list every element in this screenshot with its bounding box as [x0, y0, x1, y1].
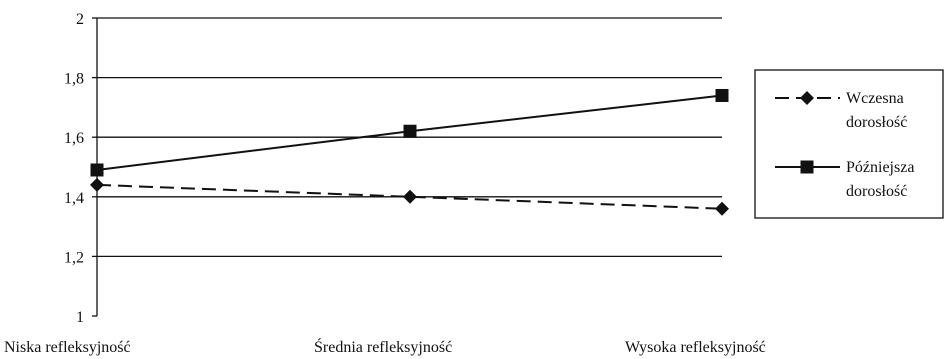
- category-label: Średnia refleksyjność: [314, 337, 452, 356]
- legend-label: Późniejsza: [846, 159, 914, 176]
- data-point-square: [403, 124, 417, 138]
- category-labels: Niska refleksyjność Średnia refleksyjność…: [4, 337, 766, 356]
- data-point-diamond: [403, 189, 417, 204]
- series-1: [90, 177, 729, 216]
- legend-box: [754, 69, 944, 219]
- y-tick-label: 2: [76, 11, 84, 28]
- data-point-square: [800, 160, 814, 174]
- y-tick-labels: 1 1,2 1,4 1,6 1,8 2: [64, 11, 84, 326]
- series-group: [90, 88, 729, 216]
- legend-label: dorosłość: [846, 114, 907, 131]
- y-tick-label: 1,6: [64, 130, 84, 147]
- y-tick-label: 1,4: [64, 190, 84, 207]
- data-point-diamond: [800, 91, 814, 105]
- y-tick-label: 1,8: [64, 71, 84, 88]
- series-2: [90, 88, 729, 177]
- data-point-square: [90, 163, 104, 177]
- legend-label: Wczesna: [846, 90, 904, 107]
- legend-item: Wczesna dorosłość: [775, 90, 907, 131]
- legend-item: Późniejsza dorosłość: [775, 159, 914, 200]
- y-tick-label: 1: [76, 309, 84, 326]
- legend-label: dorosłość: [846, 183, 907, 200]
- legend: Wczesna dorosłość Późniejsza dorosłość: [754, 69, 944, 219]
- data-point-diamond: [90, 177, 104, 192]
- category-label: Wysoka refleksyjność: [625, 339, 766, 356]
- data-point-square: [715, 88, 729, 102]
- category-label: Niska refleksyjność: [4, 339, 131, 356]
- y-tick-label: 1,2: [64, 249, 84, 266]
- data-point-diamond: [715, 201, 729, 216]
